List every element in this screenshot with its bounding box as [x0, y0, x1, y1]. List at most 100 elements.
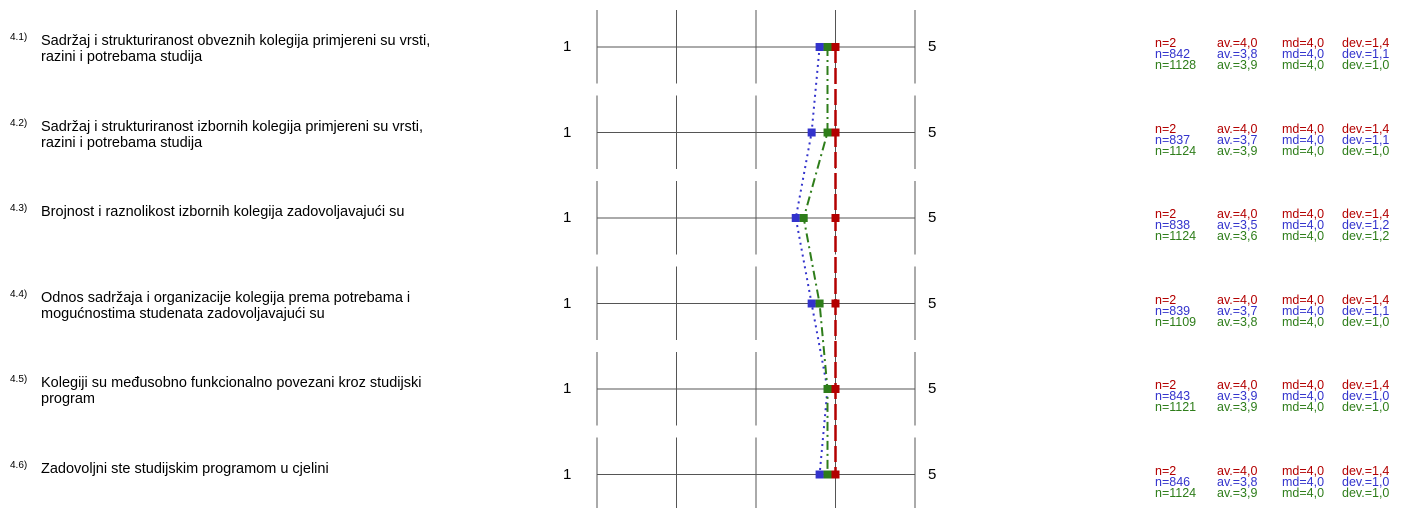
profile-chart	[596, 10, 916, 508]
stat-deviation: dev.=1,0	[1342, 314, 1390, 329]
stat-median: md=4,0	[1282, 121, 1325, 136]
stat-average: av.=3,9	[1217, 58, 1258, 72]
stat-n: n=1124	[1155, 143, 1197, 158]
question-text: Sadržaj i strukturiranost obveznih koleg…	[41, 33, 431, 65]
stats-row: n=2 av.=4,0 md=4,0 dev.=1,4	[1155, 36, 1411, 50]
stat-median: md=4,0	[1282, 400, 1325, 414]
scale-min-label: 1	[563, 123, 572, 141]
data-point-red	[831, 299, 840, 308]
stat-median: md=4,0	[1282, 36, 1325, 50]
stat-deviation: dev.=1,0	[1342, 58, 1390, 72]
stat-n: n=842	[1155, 47, 1191, 61]
question-row: 4.3) Brojnost i raznolikost izbornih kole…	[0, 181, 1411, 267]
stat-n: n=837	[1155, 132, 1191, 147]
data-point-green	[823, 128, 832, 137]
question-number: 4.4)	[10, 288, 28, 300]
scale-max-label: 5	[928, 380, 937, 397]
stat-average: av.=4,0	[1217, 121, 1258, 136]
scale-max-label: 5	[928, 465, 937, 483]
stat-average: av.=3,9	[1217, 485, 1258, 500]
question-text: Zadovoljni ste studijskim programom u cj…	[41, 460, 329, 477]
question-number: 4.1)	[10, 32, 28, 43]
stat-deviation: dev.=1,4	[1342, 378, 1390, 392]
stat-median: md=4,0	[1282, 229, 1325, 243]
stat-median: md=4,0	[1282, 132, 1325, 147]
stats-row: n=839 av.=3,7 md=4,0 dev.=1,1	[1155, 303, 1411, 318]
data-point-red	[831, 470, 840, 479]
stats-row: n=842 av.=3,8 md=4,0 dev.=1,1	[1155, 47, 1411, 61]
stats-row: n=837 av.=3,7 md=4,0 dev.=1,1	[1155, 132, 1411, 147]
data-point-blue	[815, 43, 824, 51]
stat-median: md=4,0	[1282, 218, 1325, 232]
stat-n: n=2	[1155, 207, 1177, 221]
stats-row: n=2 av.=4,0 md=4,0 dev.=1,4	[1155, 378, 1411, 392]
stat-median: md=4,0	[1282, 474, 1325, 489]
data-point-red	[831, 385, 840, 393]
series-line-blue	[794, 46, 829, 475]
stats-row: n=1124 av.=3,6 md=4,0 dev.=1,2	[1155, 229, 1411, 243]
stat-deviation: dev.=1,0	[1342, 389, 1390, 403]
question-text: Kolegiji su međusobno funkcionalno povez…	[41, 375, 422, 407]
question-row: 4.1) Sadržaj i strukturiranost obveznih k…	[0, 10, 1411, 96]
series-line-green	[802, 47, 829, 475]
stat-median: md=4,0	[1282, 47, 1325, 61]
question-text: Brojnost i raznolikost izbornih kolegija…	[41, 204, 405, 220]
stats-row: n=1109 av.=3,8 md=4,0 dev.=1,0	[1155, 314, 1411, 329]
data-point-green	[799, 214, 808, 222]
stat-n: n=2	[1155, 378, 1177, 392]
question-row: 4.4) Odnos sadržaja i organizacije kolegi…	[0, 267, 1411, 353]
question-row: 4.5) Kolegiji su međusobno funkcionalno p…	[0, 352, 1411, 438]
data-point-blue	[807, 299, 816, 308]
stat-n: n=2	[1155, 292, 1177, 307]
stat-median: md=4,0	[1282, 314, 1325, 329]
stat-deviation: dev.=1,2	[1342, 218, 1390, 232]
stats-row: n=2 av.=4,0 md=4,0 dev.=1,4	[1155, 207, 1411, 221]
stats-block: n=2 av.=4,0 md=4,0 dev.=1,4 n=842 av.=3,8 md=4…	[1155, 36, 1411, 72]
stat-n: n=838	[1155, 218, 1191, 232]
stats-row: n=1124 av.=3,9 md=4,0 dev.=1,0	[1155, 485, 1411, 500]
stats-row: n=1128 av.=3,9 md=4,0 dev.=1,0	[1155, 58, 1411, 72]
data-point-red	[831, 43, 840, 51]
scale-min-label: 1	[563, 294, 572, 312]
data-point-blue	[807, 128, 816, 137]
data-point-green	[823, 43, 832, 51]
scale-max-label: 5	[928, 294, 937, 312]
stat-deviation: dev.=1,4	[1342, 121, 1390, 136]
stat-average: av.=3,7	[1217, 132, 1258, 147]
stats-block: n=2 av.=4,0 md=4,0 dev.=1,4 n=846 av.=3,8 md=4…	[1155, 463, 1411, 500]
stat-deviation: dev.=1,0	[1342, 400, 1390, 414]
data-point-blue	[791, 214, 800, 222]
stat-median: md=4,0	[1282, 389, 1325, 403]
stat-median: md=4,0	[1282, 463, 1325, 478]
stat-average: av.=3,8	[1217, 314, 1258, 329]
stat-n: n=1109	[1155, 314, 1197, 329]
stat-average: av.=3,9	[1217, 389, 1258, 403]
stat-average: av.=3,8	[1217, 47, 1258, 61]
stat-deviation: dev.=1,1	[1342, 132, 1390, 147]
stat-median: md=4,0	[1282, 292, 1325, 307]
stat-deviation: dev.=1,0	[1342, 143, 1390, 158]
stat-n: n=1128	[1155, 58, 1197, 72]
scale-max-label: 5	[928, 209, 937, 226]
stat-deviation: dev.=1,4	[1342, 292, 1390, 307]
stat-average: av.=4,0	[1217, 292, 1258, 307]
stats-row: n=846 av.=3,8 md=4,0 dev.=1,0	[1155, 474, 1411, 489]
stat-average: av.=3,6	[1217, 229, 1258, 243]
stat-average: av.=4,0	[1217, 463, 1258, 478]
scale-min-label: 1	[563, 38, 572, 55]
stats-row: n=843 av.=3,9 md=4,0 dev.=1,0	[1155, 389, 1411, 403]
stats-block: n=2 av.=4,0 md=4,0 dev.=1,4 n=839 av.=3,7 md=4…	[1155, 292, 1411, 329]
stat-deviation: dev.=1,0	[1342, 485, 1390, 500]
stat-deviation: dev.=1,2	[1342, 229, 1390, 243]
stat-median: md=4,0	[1282, 303, 1325, 318]
stats-block: n=2 av.=4,0 md=4,0 dev.=1,4 n=837 av.=3,7 md=4…	[1155, 121, 1411, 158]
data-point-green	[823, 470, 832, 479]
scale-max-label: 5	[928, 123, 937, 141]
stat-n: n=846	[1155, 474, 1191, 489]
question-text: Odnos sadržaja i organizacije kolegija p…	[41, 289, 411, 322]
stats-row: n=1121 av.=3,9 md=4,0 dev.=1,0	[1155, 400, 1411, 414]
stat-average: av.=3,9	[1217, 143, 1258, 158]
stat-average: av.=3,8	[1217, 474, 1258, 489]
stat-deviation: dev.=1,4	[1342, 36, 1390, 50]
data-point-green	[823, 385, 832, 393]
